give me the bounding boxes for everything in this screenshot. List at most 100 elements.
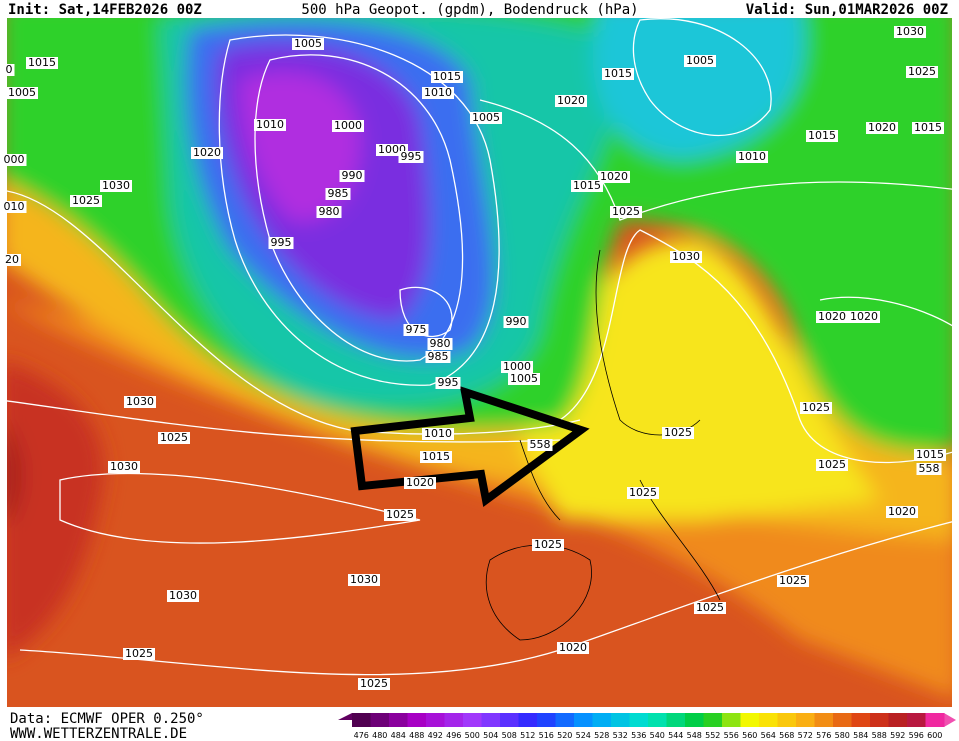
- scale-swatch: [796, 713, 815, 727]
- label-box: [254, 119, 286, 131]
- label-box: [848, 311, 880, 323]
- label-box: [358, 678, 390, 690]
- scale-swatch: [352, 713, 371, 727]
- label-box: [167, 590, 199, 602]
- isobar-value: 1000: [334, 119, 362, 132]
- color-scale: 476 480 484 488 492 496 500 504 508 512 516 520 524 5…: [338, 713, 956, 740]
- label-box: [427, 338, 453, 350]
- label-box: [906, 66, 938, 78]
- isobar-label: 1025: [816, 458, 848, 471]
- isobar-label: 1015: [431, 70, 463, 83]
- scale-swatch: [777, 713, 797, 727]
- scale-label: 596: [909, 731, 924, 740]
- isobar-value: 1005: [8, 86, 36, 99]
- isobar-label: 1025: [158, 431, 190, 444]
- label-box: [316, 206, 342, 218]
- isobar-value: 1025: [360, 677, 388, 690]
- isobar-value: 1025: [802, 401, 830, 414]
- isobar-label: 1020: [555, 94, 587, 107]
- label-box: [108, 461, 140, 473]
- label-box: [571, 180, 603, 192]
- label-box: [268, 237, 294, 249]
- isobar-value: 985: [328, 187, 349, 200]
- scale-label: 532: [613, 731, 628, 740]
- isobars: [7, 18, 952, 676]
- label-box: [6, 87, 38, 99]
- isobar-label: 980: [427, 337, 453, 350]
- label-box: [602, 68, 634, 80]
- isobar-label: 1005: [470, 111, 502, 124]
- map-title: 500 hPa Geopot. (gpdm), Bodendruck (hPa): [301, 2, 638, 18]
- isobar-value: 980: [319, 205, 340, 218]
- label-box: [3, 64, 15, 76]
- scale-label: 540: [650, 731, 665, 740]
- scale-swatch: [925, 713, 945, 727]
- isobar-label: 558: [527, 438, 553, 451]
- scale-label: 500: [465, 731, 480, 740]
- scale-label: 480: [372, 731, 387, 740]
- scale-swatch: [648, 713, 667, 727]
- isobar-label: 1000: [332, 119, 364, 132]
- scale-label: 564: [761, 731, 776, 740]
- label-box: [26, 57, 58, 69]
- label-box: [3, 254, 21, 266]
- scale-end: [944, 713, 956, 727]
- isobar-label: 1005: [6, 86, 38, 99]
- isobar-value: 1020: [193, 146, 221, 159]
- isobar-value: 1030: [126, 395, 154, 408]
- isobar-value: 1025: [534, 538, 562, 551]
- isobar-label: 1030: [894, 25, 926, 38]
- scale-swatch: [629, 713, 649, 727]
- scale-label: 516: [539, 731, 554, 740]
- isobar-label: 1020: [191, 146, 223, 159]
- isobar-label: 1000: [501, 360, 533, 373]
- label-box: [348, 574, 380, 586]
- isobar-labels: 0 1015 1005 000 010 20 1005 1015 1010 1005 1010 100…: [1, 25, 946, 690]
- label-box: [503, 316, 529, 328]
- scale-label: 568: [779, 731, 794, 740]
- label-box: [816, 459, 848, 471]
- scale-label: 572: [798, 731, 813, 740]
- isobar-label: 1025: [906, 65, 938, 78]
- scale-label: 524: [576, 731, 591, 740]
- label-box: [384, 509, 416, 521]
- isobar-label: 1015: [420, 450, 452, 463]
- isobar-label: 1020: [848, 310, 880, 323]
- scale-label: 488: [409, 731, 424, 740]
- scale-swatch: [851, 713, 871, 727]
- label-box: [70, 195, 102, 207]
- scale-swatch: [703, 713, 723, 727]
- isobar-value: 0: [6, 63, 13, 76]
- isobar-label: 0: [3, 63, 15, 76]
- scale-label: 548: [687, 731, 702, 740]
- label-box: [886, 506, 918, 518]
- isobar-value: 558: [919, 462, 940, 475]
- isobar-value: 1030: [350, 573, 378, 586]
- isobar-value: 1015: [28, 56, 56, 69]
- isobar-label: 1025: [662, 426, 694, 439]
- isobar-label: 1005: [292, 37, 324, 50]
- isobar-value: 1015: [916, 448, 944, 461]
- isobar-label: 1025: [627, 486, 659, 499]
- scale-label: 520: [557, 731, 572, 740]
- isobar-value: 1010: [424, 86, 452, 99]
- isobar-label: 1025: [610, 205, 642, 218]
- scale-label: 556: [724, 731, 739, 740]
- label-box: [191, 147, 223, 159]
- isobar-value: 1020: [850, 310, 878, 323]
- isobar-value: 010: [4, 200, 25, 213]
- label-box: [694, 602, 726, 614]
- isobar-value: 000: [4, 153, 25, 166]
- isobar-value: 1020: [818, 310, 846, 323]
- scale-label: 512: [520, 731, 535, 740]
- scale-label: 476: [354, 731, 369, 740]
- label-box: [598, 171, 630, 183]
- scale-swatch: [592, 713, 612, 727]
- isobar-label: 558: [916, 462, 942, 475]
- label-box: [422, 87, 454, 99]
- isobar-value: 1015: [604, 67, 632, 80]
- scale-swatch: [740, 713, 760, 727]
- isobar-value: 1000: [503, 360, 531, 373]
- label-box: [557, 642, 589, 654]
- scale-label: 580: [835, 731, 850, 740]
